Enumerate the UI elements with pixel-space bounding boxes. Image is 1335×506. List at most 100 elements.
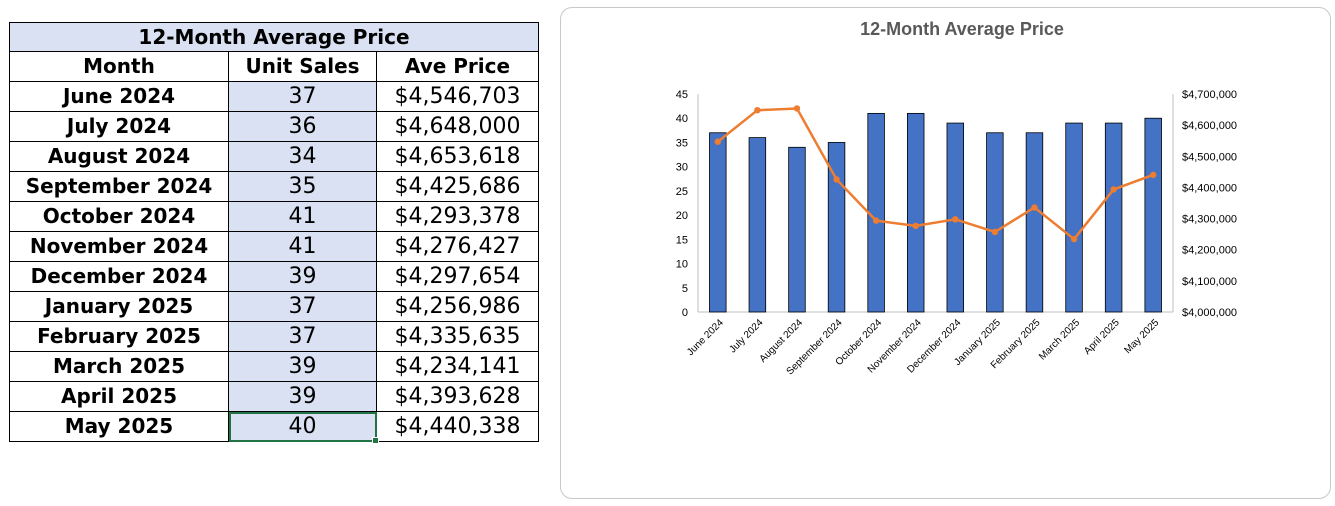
line-point (1070, 235, 1078, 243)
ave-price-cell[interactable]: $4,546,703 (376, 81, 539, 112)
table-title: 12-Month Average Price (9, 22, 539, 52)
unit-sales-cell[interactable]: 39 (228, 261, 377, 292)
right-axis-tick-label: $4,200,000 (1182, 245, 1237, 257)
header-unit-sales[interactable]: Unit Sales (228, 51, 377, 82)
ave-price-cell[interactable]: $4,234,141 (376, 351, 539, 382)
month-cell[interactable]: February 2025 (9, 321, 229, 352)
header-ave-price[interactable]: Ave Price (376, 51, 539, 82)
right-axis-tick-label: $4,600,000 (1182, 120, 1237, 132)
chart-title: 12-Month Average Price (860, 19, 1064, 39)
x-axis-tick-label: June 2024 (685, 317, 726, 358)
bar (709, 132, 727, 313)
table-row: March 2025 39 $4,234,141 (9, 351, 539, 382)
left-axis-tick-label: 35 (676, 137, 688, 149)
table-row: October 2024 41 $4,293,378 (9, 201, 539, 232)
right-axis-tick-label: $4,100,000 (1182, 276, 1237, 288)
ave-price-cell[interactable]: $4,335,635 (376, 321, 539, 352)
month-cell[interactable]: March 2025 (9, 351, 229, 382)
table-row: June 2024 37 $4,546,703 (9, 81, 539, 112)
bar (867, 112, 885, 313)
table-body: June 2024 37 $4,546,703 July 2024 36 $4,648,0… (9, 81, 539, 445)
table-row: July 2024 36 $4,648,000 (9, 111, 539, 142)
unit-sales-cell[interactable]: 37 (228, 291, 377, 322)
line-point (1031, 204, 1038, 211)
unit-sales-cell[interactable]: 34 (228, 141, 377, 172)
ave-price-cell[interactable]: $4,440,338 (376, 411, 539, 442)
ave-price-cell[interactable]: $4,425,686 (376, 171, 539, 202)
unit-sales-cell[interactable]: 37 (228, 321, 377, 352)
table-row: November 2024 41 $4,276,427 (9, 231, 539, 262)
month-cell[interactable]: October 2024 (9, 201, 229, 232)
ave-price-cell[interactable]: $4,256,986 (376, 291, 539, 322)
table-row: May 2025 40 $4,440,338 (9, 411, 539, 445)
unit-sales-cell[interactable]: 39 (228, 381, 377, 412)
ave-price-cell[interactable]: $4,393,628 (376, 381, 539, 412)
unit-sales-cell[interactable]: 36 (228, 111, 377, 142)
line-point (912, 222, 919, 230)
left-axis-tick-label: 40 (676, 113, 688, 125)
combo-chart: 12-Month Average Price 0 5 10 15 20 25 30 35 40 4… (676, 19, 1237, 377)
line-point (991, 228, 999, 236)
unit-sales-cell[interactable]: 40 (228, 411, 380, 445)
unit-sales-cell[interactable]: 39 (228, 351, 377, 382)
x-axis-tick-label: May 2025 (1122, 317, 1161, 356)
month-cell[interactable]: May 2025 (9, 411, 229, 442)
left-axis-tick-label: 45 (676, 89, 688, 101)
table-row: February 2025 37 $4,335,635 (9, 321, 539, 352)
month-cell[interactable]: September 2024 (9, 171, 229, 202)
right-axis-tick-label: $4,000,000 (1182, 307, 1237, 319)
line-point (793, 105, 801, 112)
right-axis-tick-label: $4,700,000 (1182, 89, 1237, 101)
ave-price-cell[interactable]: $4,653,618 (376, 141, 539, 172)
bar (748, 137, 767, 313)
table-row: December 2024 39 $4,297,654 (9, 261, 539, 292)
price-line (717, 107, 1154, 241)
right-axis-tick-label: $4,300,000 (1182, 214, 1237, 226)
x-axis-tick-label: March 2025 (1037, 317, 1082, 362)
x-axis-tick-label: April 2025 (1082, 317, 1122, 357)
month-cell[interactable]: December 2024 (9, 261, 229, 292)
chart-card[interactable]: 12-Month Average Price 0 5 10 15 20 25 30 35 40 4… (560, 7, 1331, 499)
left-axis-tick-label: 15 (676, 234, 688, 246)
left-axis-tick-label: 10 (676, 259, 688, 271)
data-table: 12-Month Average Price Month Unit Sales … (9, 22, 539, 445)
ave-price-cell[interactable]: $4,648,000 (376, 111, 539, 142)
table-row: April 2025 39 $4,393,628 (9, 381, 539, 412)
unit-sales-cell[interactable]: 35 (228, 171, 377, 202)
x-axis-tick-label: July 2024 (727, 317, 765, 355)
bar (1065, 122, 1083, 313)
month-cell[interactable]: January 2025 (9, 291, 229, 322)
month-cell[interactable]: June 2024 (9, 81, 229, 112)
left-axis-tick-label: 20 (676, 210, 688, 222)
month-cell[interactable]: November 2024 (9, 231, 229, 262)
bar (1025, 132, 1044, 313)
line-point (714, 138, 721, 145)
month-cell[interactable]: July 2024 (9, 111, 229, 142)
ave-price-cell[interactable]: $4,297,654 (376, 261, 539, 292)
line-series (714, 105, 1157, 243)
axes (697, 94, 1174, 313)
right-axis-tick-label: $4,400,000 (1182, 182, 1237, 194)
bar (1144, 117, 1162, 313)
table-row: January 2025 37 $4,256,986 (9, 291, 539, 322)
unit-sales-cell[interactable]: 41 (228, 201, 377, 232)
unit-sales-cell[interactable]: 37 (228, 81, 377, 112)
line-point (833, 176, 840, 183)
month-cell[interactable]: April 2025 (9, 381, 229, 412)
month-cell[interactable]: August 2024 (9, 141, 229, 172)
left-axis-tick-label: 0 (682, 307, 688, 319)
left-axis-tick-label: 5 (682, 283, 688, 295)
line-point (1110, 186, 1117, 193)
ave-price-cell[interactable]: $4,293,378 (376, 201, 539, 232)
line-point (754, 106, 761, 114)
ave-price-cell[interactable]: $4,276,427 (376, 231, 539, 262)
left-axis-tick-label: 30 (676, 162, 688, 174)
header-month[interactable]: Month (9, 51, 229, 82)
line-point (1150, 171, 1157, 179)
bar (906, 112, 925, 313)
table-row: August 2024 34 $4,653,618 (9, 141, 539, 172)
right-axis-tick-label: $4,500,000 (1182, 151, 1237, 163)
line-point (952, 216, 959, 223)
unit-sales-cell[interactable]: 41 (228, 231, 377, 262)
table-row: September 2024 35 $4,425,686 (9, 171, 539, 202)
